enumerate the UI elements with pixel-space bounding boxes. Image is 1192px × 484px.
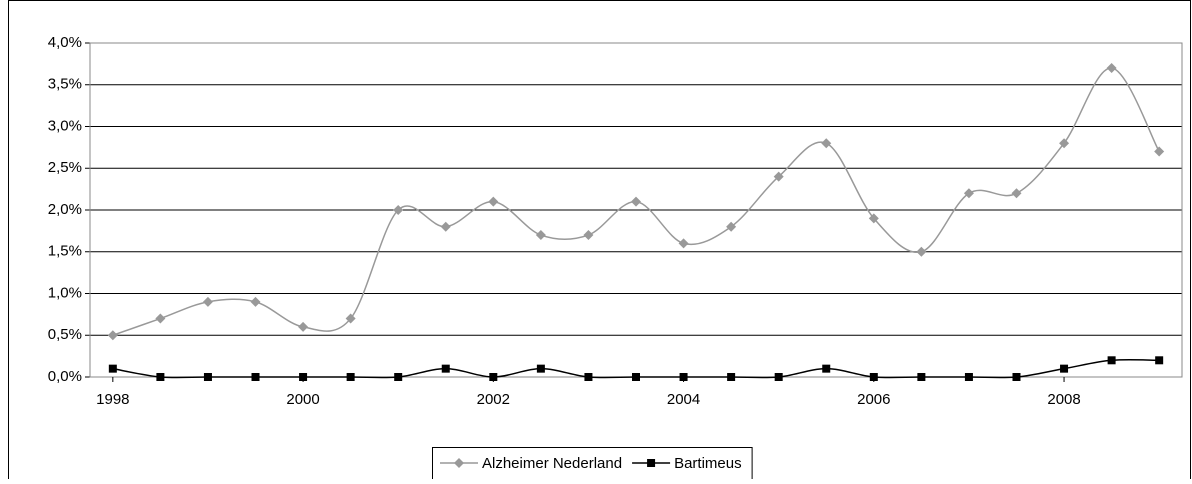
marker [346, 373, 355, 381]
marker [583, 230, 594, 241]
marker [963, 188, 974, 199]
marker [917, 373, 926, 381]
marker [631, 196, 641, 207]
marker [1059, 138, 1070, 149]
marker [679, 373, 688, 381]
x-tick-label: 1998 [96, 391, 129, 408]
marker [454, 458, 464, 468]
marker [108, 364, 117, 373]
marker [773, 171, 784, 182]
y-tick-label: 1,5% [48, 243, 82, 260]
y-tick-label: 3,5% [48, 76, 82, 93]
marker [535, 230, 546, 241]
marker [726, 221, 737, 232]
marker [440, 221, 451, 232]
marker [821, 138, 832, 149]
marker [251, 373, 260, 381]
marker [727, 373, 736, 381]
marker [869, 373, 878, 381]
y-tick-label: 2,5% [48, 159, 82, 176]
marker [489, 373, 498, 381]
marker [1106, 63, 1117, 74]
marker [868, 213, 879, 224]
marker [488, 196, 499, 207]
marker [647, 459, 656, 467]
marker [822, 364, 831, 373]
marker [1154, 146, 1165, 157]
x-tick-label: 2000 [286, 391, 319, 408]
x-tick-label: 2002 [477, 391, 510, 408]
marker [299, 373, 308, 381]
x-tick-label: 2008 [1047, 391, 1080, 408]
marker [678, 238, 689, 249]
marker [1011, 188, 1022, 199]
marker [1012, 373, 1021, 381]
chart-frame [8, 0, 1191, 484]
marker [345, 313, 356, 324]
y-tick-label: 0,0% [48, 368, 82, 385]
marker [1060, 364, 1069, 373]
marker [250, 296, 261, 307]
marker [298, 321, 309, 332]
y-tick-label: 1,0% [48, 284, 82, 301]
x-tick-label: 2004 [667, 391, 700, 408]
marker [394, 373, 403, 381]
marker [155, 313, 166, 324]
marker [916, 246, 927, 257]
x-tick-label: 2006 [857, 391, 890, 408]
marker [536, 364, 545, 373]
marker [584, 373, 593, 381]
y-tick-label: 0,5% [48, 326, 82, 343]
marker [441, 364, 450, 373]
legend-box [432, 447, 753, 484]
marker [203, 373, 212, 381]
legend: Alzheimer Nederland Bartimeus [432, 447, 753, 484]
y-tick-label: 4,0% [48, 34, 82, 51]
marker [964, 373, 973, 381]
marker [156, 373, 165, 381]
y-tick-label: 3,0% [48, 117, 82, 134]
y-tick-label: 2,0% [48, 201, 82, 218]
marker [1155, 356, 1164, 365]
legend-label: Bartimeus [674, 455, 742, 472]
marker [774, 373, 783, 381]
marker [1107, 356, 1116, 365]
marker [632, 373, 640, 381]
legend-label: Alzheimer Nederland [482, 455, 622, 472]
marker [393, 205, 404, 215]
marker [107, 330, 118, 341]
marker [202, 296, 213, 307]
